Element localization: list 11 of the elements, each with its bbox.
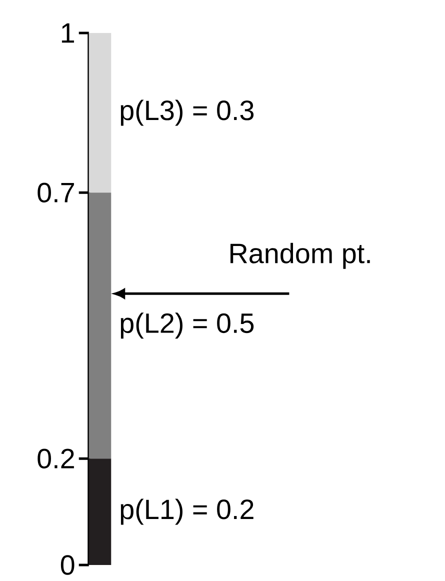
bar [88,32,112,193]
y-tick-label: 0.7 [38,182,74,202]
series-label: p(L2) = 0.5 [120,312,254,339]
series-label: p(L3) = 0.3 [120,100,254,126]
y-tick-label: 0 [60,555,74,575]
y-tick-label: 0.2 [38,448,74,468]
series-label: p(L1) = 0.2 [120,498,254,525]
y-tick-label: 1 [62,23,74,43]
bar [88,192,112,459]
bar [88,458,112,565]
text: Random pt. [230,242,370,269]
